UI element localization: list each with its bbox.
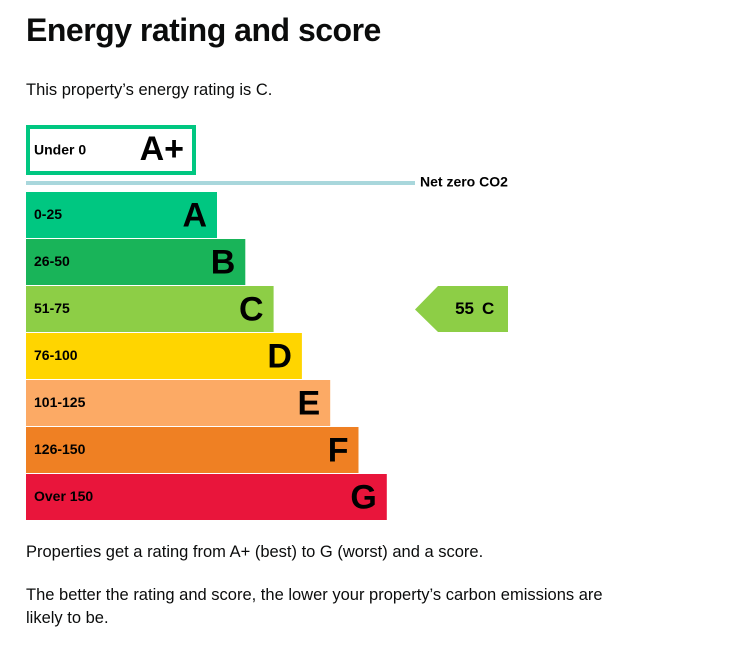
band-letter: D — [267, 337, 292, 375]
band-bar — [26, 286, 274, 332]
band-range: Under 0 — [34, 142, 86, 158]
band-range: 126-150 — [34, 441, 86, 457]
band-bar — [26, 239, 246, 285]
net-zero-label: Net zero CO2 — [420, 174, 508, 190]
band-letter: G — [350, 478, 376, 516]
note: Properties get a rating from A+ (best) t… — [26, 543, 484, 561]
band-letter: C — [239, 290, 264, 328]
band-range: 101-125 — [34, 394, 86, 410]
band-range: 26-50 — [34, 253, 70, 269]
current-score: 55 — [455, 299, 474, 318]
band-bar — [26, 333, 302, 379]
band-bar — [26, 380, 331, 426]
band-letter: A — [182, 196, 207, 234]
band-bar — [26, 427, 359, 473]
band-letter: F — [328, 431, 349, 469]
top-band — [26, 125, 196, 175]
intro: This property’s energy rating is C. — [26, 81, 273, 99]
title: Energy rating and score — [26, 12, 381, 48]
band-range: 76-100 — [34, 347, 78, 363]
current-arrow — [415, 286, 508, 332]
band-letter: B — [211, 243, 236, 281]
band-bar — [26, 192, 217, 238]
band-bar — [26, 474, 387, 520]
current-letter: C — [482, 299, 494, 318]
band-range: 0-25 — [34, 206, 62, 222]
epc-chart: Under 0 A+ Net zero CO2 0-25 A 26-50 B 51-75 C 76… — [26, 125, 508, 520]
band-range: Over 150 — [34, 488, 93, 504]
band-letter: A+ — [140, 130, 184, 168]
note: The better the rating and score, the low… — [26, 586, 603, 627]
band-letter: E — [298, 384, 321, 422]
band-range: 51-75 — [34, 300, 70, 316]
